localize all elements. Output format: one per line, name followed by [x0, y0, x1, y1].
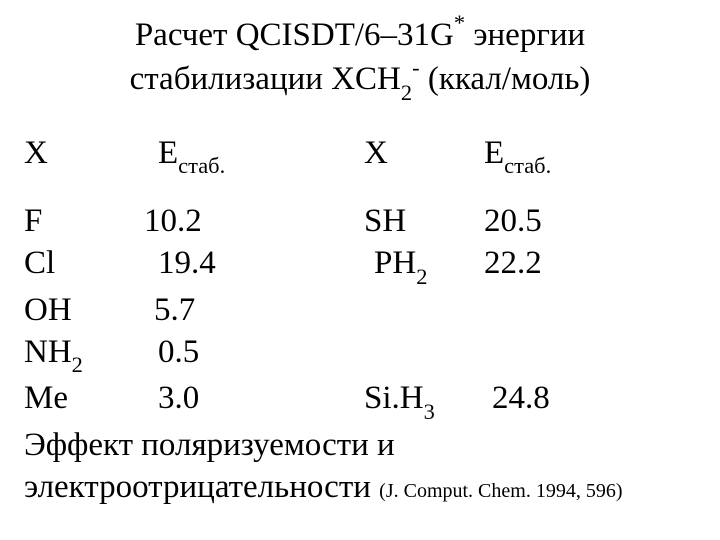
table-row: F10.2SH20.5 [24, 200, 696, 242]
title-line1-prefix: Расчет QCISDT/6–31G [135, 17, 454, 53]
cell-x1: Cl [24, 242, 144, 284]
cell-x1: NH2 [24, 331, 144, 377]
cell-e1: 0.5 [144, 331, 364, 373]
footnote-line2: электроотрицательности (J. Comput. Chem.… [24, 466, 696, 508]
header-e1: Eстаб. [144, 132, 364, 178]
header-row: X Eстаб. X Eстаб. [24, 132, 696, 178]
slide-container: Расчет QCISDT/6–31G* энергии стабилизаци… [0, 0, 720, 508]
header-x2: X [364, 132, 484, 174]
cell-x2: SH [364, 200, 484, 242]
cell-e1: 19.4 [144, 242, 364, 284]
table-row: OH5.7 [24, 289, 696, 331]
header-e2: Eстаб. [484, 132, 684, 178]
cell-e1: 3.0 [144, 377, 364, 419]
data-block: X Eстаб. X Eстаб. F10.2SH20.5Cl19.4PH222… [24, 132, 696, 508]
title-line2-sub: 2 [401, 80, 412, 105]
table-row: NH20.5 [24, 331, 696, 377]
cell-x2: Si.H3 [364, 377, 484, 423]
footnote-line1: Эффект поляризуемости и [24, 424, 696, 466]
title-line1-sup: * [454, 10, 465, 35]
cell-x1: Me [24, 377, 144, 419]
footnote-citation: (J. Comput. Chem. 1994, 596) [379, 480, 622, 502]
title-line2-prefix: стабилизации XCH [130, 61, 401, 97]
table-row: Me3.0Si.H324.8 [24, 377, 696, 423]
footnote-main: электроотрицательности [24, 469, 379, 505]
table-row: Cl19.4PH222.2 [24, 242, 696, 288]
cell-e2: 22.2 [484, 242, 684, 284]
cell-e1: 5.7 [144, 289, 364, 331]
title-line2-suffix: (ккал/моль) [420, 61, 591, 97]
cell-x1: OH [24, 289, 144, 331]
cell-e1: 10.2 [144, 200, 364, 242]
cell-x1: F [24, 200, 144, 242]
cell-x2: PH2 [364, 242, 484, 288]
title-line1-suffix: энергии [465, 17, 585, 53]
slide-title: Расчет QCISDT/6–31G* энергии стабилизаци… [24, 12, 696, 104]
cell-e2: 24.8 [484, 377, 684, 419]
title-line2-sup: - [412, 55, 419, 80]
cell-e2: 20.5 [484, 200, 684, 242]
header-x1: X [24, 132, 144, 174]
